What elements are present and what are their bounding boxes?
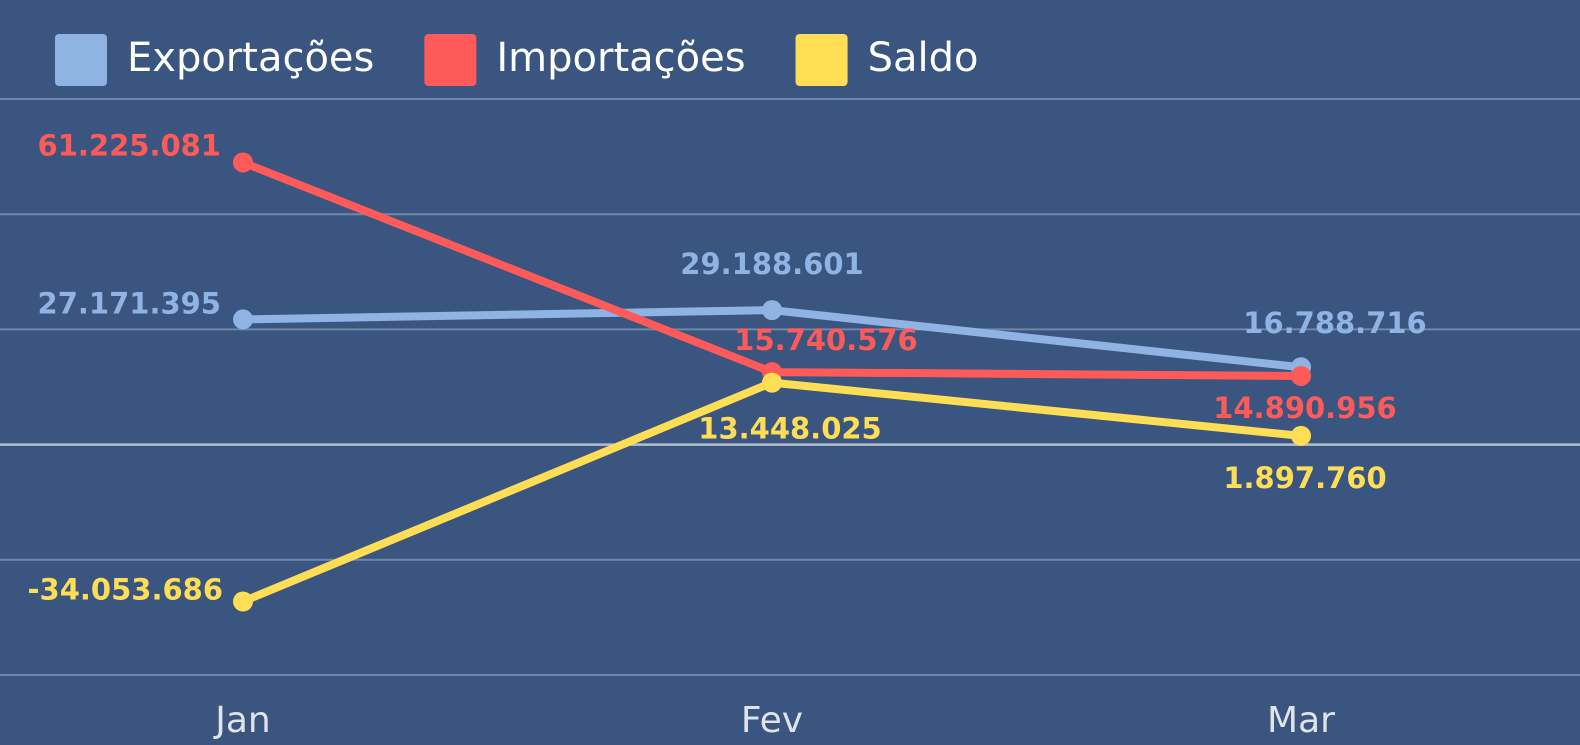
data-label: -34.053.686 bbox=[28, 573, 224, 607]
data-label: 29.188.601 bbox=[680, 247, 863, 281]
x-tick-label: Fev bbox=[741, 700, 803, 741]
x-tick-label: Mar bbox=[1267, 700, 1335, 741]
data-point bbox=[233, 152, 253, 173]
data-point bbox=[762, 372, 782, 393]
legend-label: Importações bbox=[496, 35, 745, 81]
data-label: 27.171.395 bbox=[38, 286, 221, 320]
data-label: 14.890.956 bbox=[1213, 391, 1396, 425]
legend-swatch bbox=[424, 34, 477, 86]
data-point bbox=[762, 300, 782, 321]
legend-swatch bbox=[55, 34, 107, 86]
data-point bbox=[233, 309, 253, 330]
data-point bbox=[233, 591, 253, 612]
legend-label: Saldo bbox=[868, 35, 979, 81]
data-label: 1.897.760 bbox=[1223, 461, 1386, 495]
data-label: 13.448.025 bbox=[698, 412, 881, 446]
data-label: 61.225.081 bbox=[38, 128, 221, 162]
x-tick-label: Jan bbox=[213, 700, 271, 741]
data-point bbox=[1291, 365, 1311, 386]
data-label: 15.740.576 bbox=[734, 323, 917, 357]
data-point bbox=[1291, 425, 1311, 446]
legend-label: Exportações bbox=[127, 35, 374, 81]
data-label: 16.788.716 bbox=[1243, 306, 1426, 340]
legend-swatch bbox=[795, 34, 848, 86]
